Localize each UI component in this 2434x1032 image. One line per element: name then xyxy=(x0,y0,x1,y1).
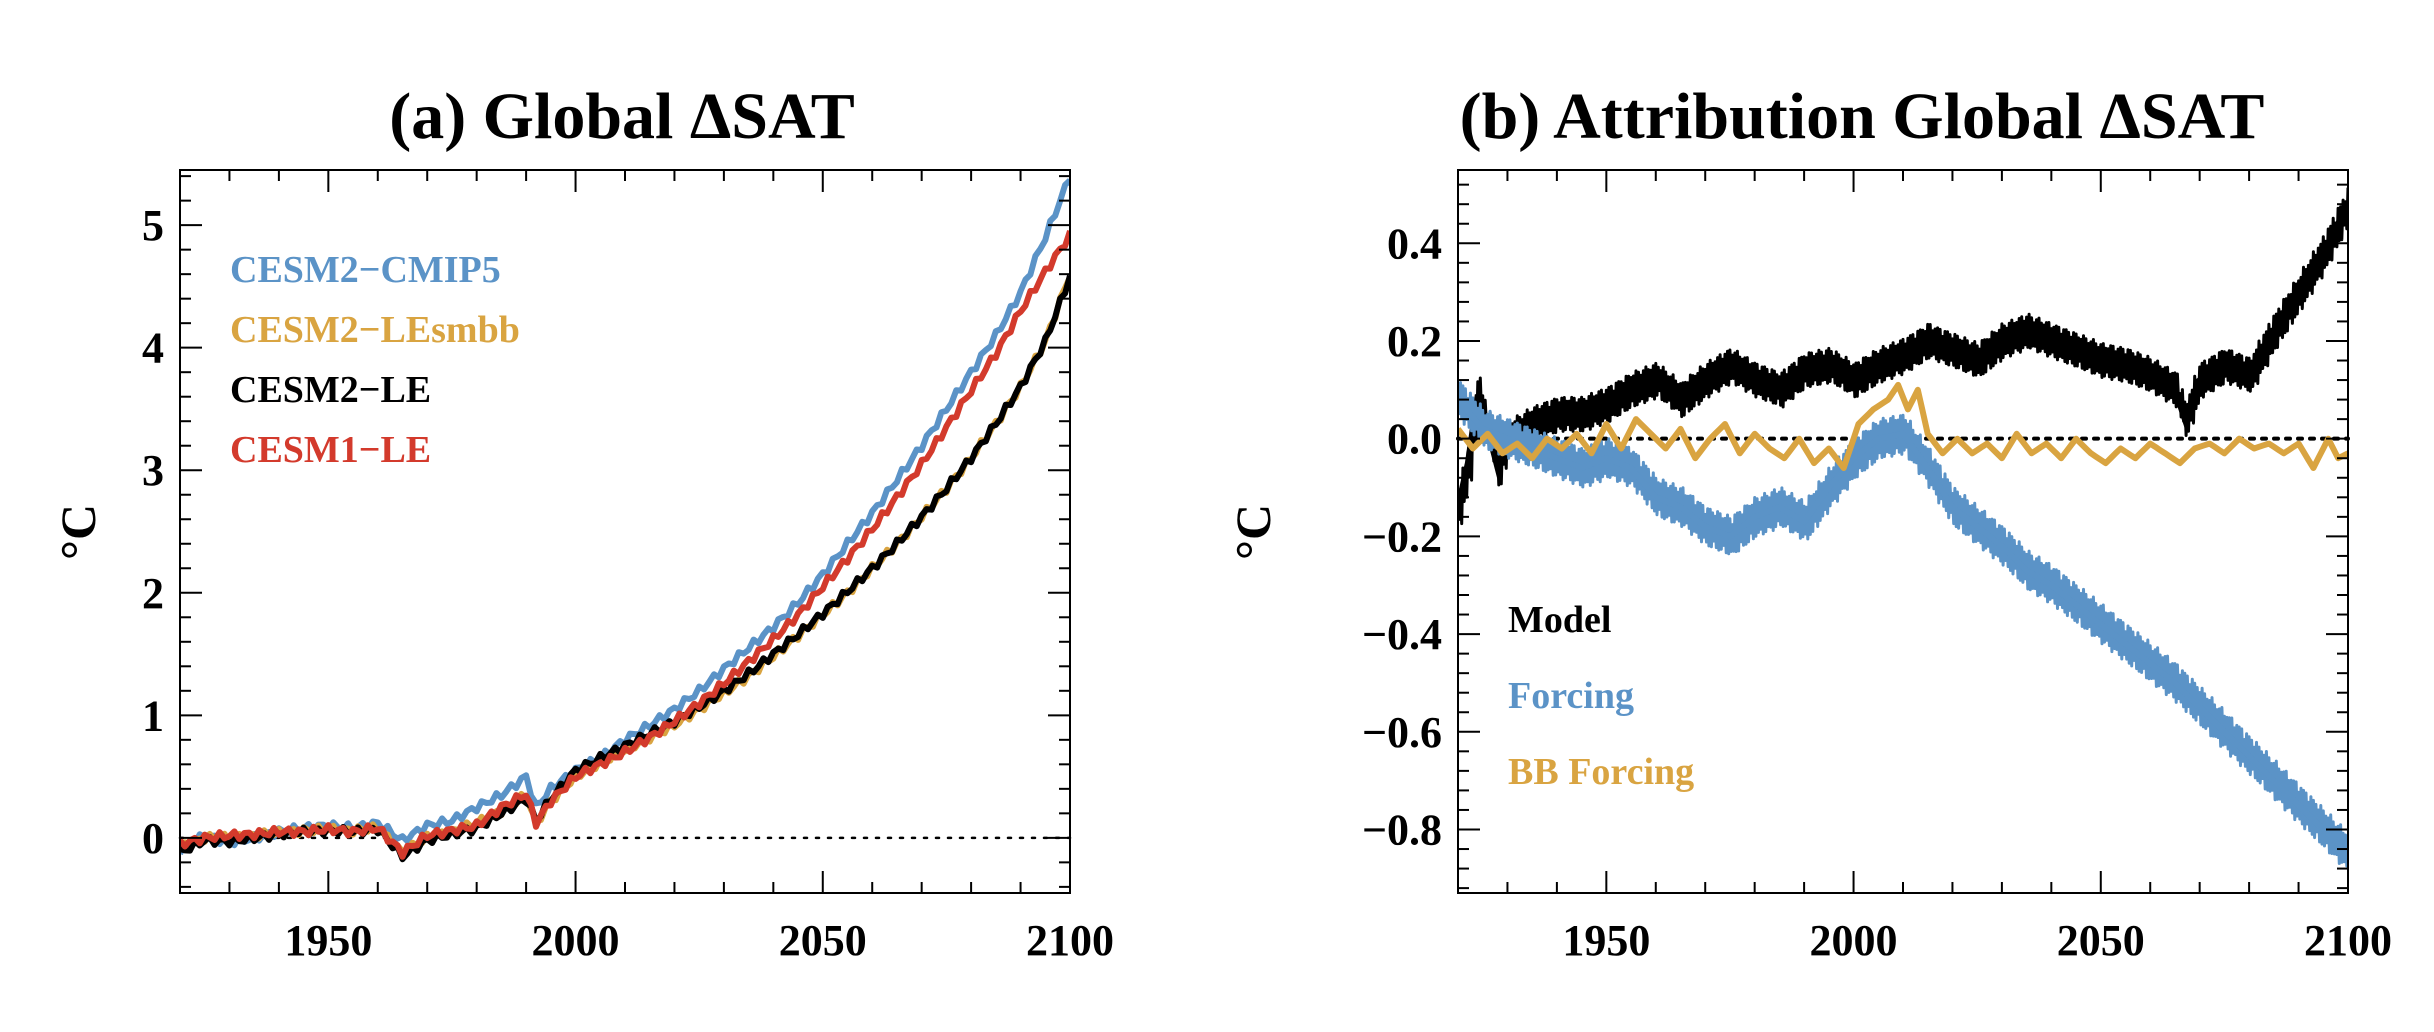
y-tick-label: −0.2 xyxy=(1362,512,1442,561)
y-tick-label: 0 xyxy=(142,814,164,863)
series-band-forcing xyxy=(1458,381,2348,868)
y-tick-label: 0.4 xyxy=(1387,219,1442,268)
x-tick-label: 2100 xyxy=(1026,916,1114,965)
x-tick-label: 2000 xyxy=(1810,916,1898,965)
y-tick-label: 3 xyxy=(142,446,164,495)
panel-a-legend: CESM2−CMIP5 CESM2−LEsmbb CESM2−LE CESM1−LE xyxy=(230,249,520,471)
legend-entry-cesm1-le: CESM1−LE xyxy=(230,429,431,471)
series-line-model xyxy=(1458,202,2348,508)
legend-entry-cesm2-lesmbb: CESM2−LEsmbb xyxy=(230,309,520,351)
series-band-model xyxy=(1458,187,2348,526)
y-tick-label: −0.8 xyxy=(1362,805,1442,854)
series-group xyxy=(1458,187,2348,868)
panel-a-plot-area: 1950 2000 2050 2100 0 1 2 3 4 5 xyxy=(142,169,1114,965)
y-tick-label: 5 xyxy=(142,201,164,250)
x-tick-label: 1950 xyxy=(1562,916,1650,965)
legend-entry-cesm2-le: CESM2−LE xyxy=(230,369,431,411)
panel-b-y-axis-label: °C xyxy=(1225,504,1281,560)
y-tick-label: 0.2 xyxy=(1387,317,1442,366)
y-tick-label: 2 xyxy=(142,569,164,618)
panel-a-global-sat: (a) Global ΔSAT °C 1950 2000 2050 2100 0 1 2 3 4… xyxy=(50,80,1114,965)
panel-b-attribution-sat: (b) Attribution Global ΔSAT °C 1950 2000 2… xyxy=(1225,80,2392,965)
series-line-cesm1-le xyxy=(180,229,1070,860)
x-tick-label: 2100 xyxy=(2304,916,2392,965)
legend-entry-bb-forcing: BB Forcing xyxy=(1508,751,1694,793)
legend-entry-model: Model xyxy=(1508,599,1611,641)
panel-b-plot-area: 1950 2000 2050 2100 −0.8 −0.6 −0.4 −0.2 0.0 0.2 0.… xyxy=(1362,169,2392,965)
panel-b-legend: Model Forcing BB Forcing xyxy=(1508,599,1694,793)
series-line-forcing xyxy=(1458,397,2348,857)
panel-a-title: (a) Global ΔSAT xyxy=(389,80,855,153)
x-tick-label: 1950 xyxy=(284,916,372,965)
y-tick-label: −0.6 xyxy=(1362,708,1442,757)
x-tick-label: 2000 xyxy=(532,916,620,965)
x-tick-label: 2050 xyxy=(779,916,867,965)
series-line-bb-forcing xyxy=(1458,381,2348,471)
y-tick-label: −0.4 xyxy=(1362,610,1442,659)
y-tick-label: 4 xyxy=(142,324,164,373)
panel-b-title: (b) Attribution Global ΔSAT xyxy=(1460,80,2265,153)
legend-entry-forcing: Forcing xyxy=(1508,675,1634,717)
panel-a-y-axis-label: °C xyxy=(50,504,106,560)
y-tick-label: 0.0 xyxy=(1387,415,1442,464)
x-tick-label: 2050 xyxy=(2057,916,2145,965)
y-tick-label: 1 xyxy=(142,691,164,740)
series-group xyxy=(180,178,1070,863)
legend-entry-cesm2-cmip5: CESM2−CMIP5 xyxy=(230,249,501,291)
